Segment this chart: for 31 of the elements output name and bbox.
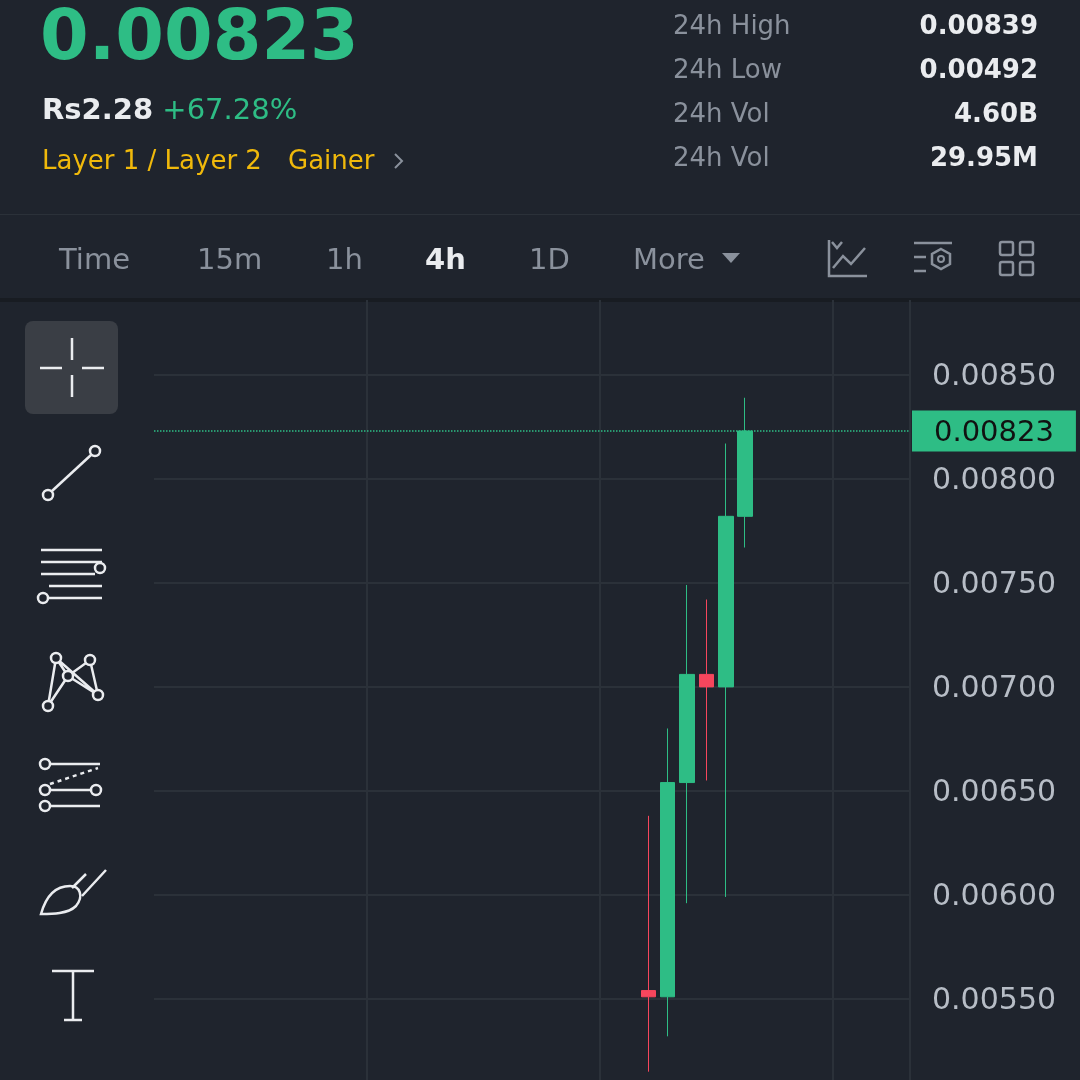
text: 24h High <box>673 10 791 40</box>
candlestick <box>718 443 734 898</box>
candlestick <box>660 727 675 1037</box>
text: 1h <box>326 242 363 276</box>
text: 24h Vol <box>673 142 770 172</box>
text: 1D <box>529 242 570 276</box>
chart-title: 0.00823 <box>40 0 359 76</box>
y-tick-label: 0.00600 <box>932 877 1057 913</box>
y-tick-label: 0.00850 <box>932 357 1057 393</box>
text: Time <box>59 242 130 276</box>
text: 0.00839 <box>919 10 1038 40</box>
text: 15m <box>197 242 263 276</box>
candlestick <box>679 584 695 904</box>
text: 24h Low <box>673 54 783 84</box>
text: 4.60B <box>954 98 1038 128</box>
y-tick-label: 0.00800 <box>932 461 1057 497</box>
text: 24h Vol <box>673 98 770 128</box>
text: 29.95M <box>929 142 1038 172</box>
y-tick-label: 0.00650 <box>932 773 1057 809</box>
chart-subtitle: Rs2.28 +67.28% <box>42 92 298 126</box>
ref-line-label: 0.00823 <box>934 414 1054 449</box>
text: Gainer <box>288 145 375 175</box>
text: 0.00492 <box>919 54 1038 84</box>
text: 4h <box>425 242 466 276</box>
y-tick-label: 0.00550 <box>932 981 1057 1017</box>
y-tick-label: 0.00700 <box>932 669 1057 705</box>
y-tick-label: 0.00750 <box>932 565 1057 601</box>
candlestick <box>641 815 656 1073</box>
text: Layer 1 / Layer 2 <box>42 145 262 175</box>
text: More <box>633 242 705 276</box>
candlestick <box>699 599 714 781</box>
